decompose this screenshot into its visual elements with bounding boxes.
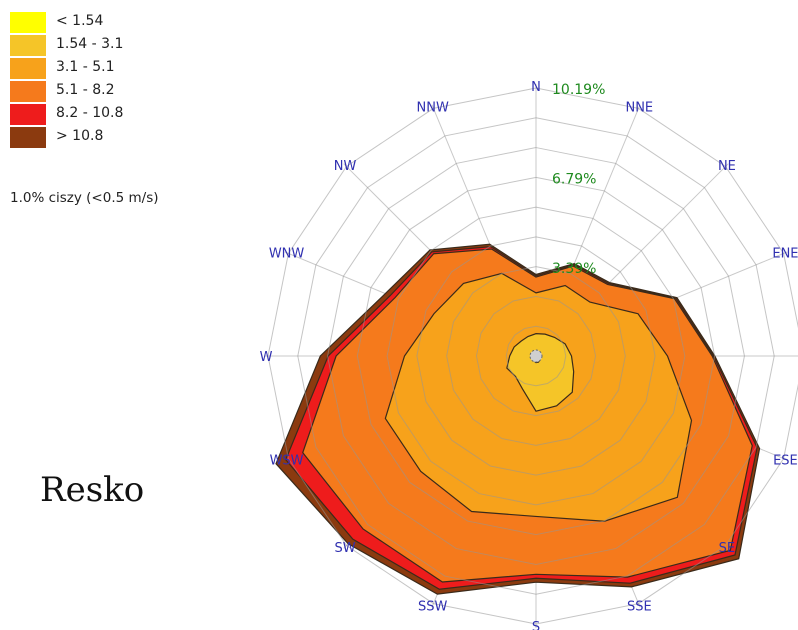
direction-label: WSW (270, 453, 304, 468)
calm-note: 1.0% ciszy (<0.5 m/s) (10, 190, 159, 206)
ring-line (446, 266, 626, 446)
direction-label: SW (335, 541, 356, 556)
legend-label: < 1.54 (56, 13, 104, 29)
calm-circle (529, 349, 543, 363)
ring-label: 10.19% (552, 82, 605, 98)
direction-label: S (532, 620, 540, 630)
legend-label: 1.54 - 3.1 (56, 36, 124, 52)
legend-swatch (10, 58, 46, 79)
direction-label: ENE (772, 247, 798, 262)
ring-line (356, 176, 716, 536)
direction-label: W (260, 350, 273, 365)
direction-label: WNW (269, 247, 305, 262)
legend-swatch (10, 104, 46, 125)
frequency-rings (267, 87, 798, 625)
ring-line (297, 117, 775, 595)
ring-label: 3.39% (552, 261, 596, 277)
legend-swatch (10, 35, 46, 56)
ring-line (267, 87, 798, 625)
direction-label: SSE (627, 599, 652, 614)
ring-labels: 3.39% 6.79% 10.19% (552, 82, 605, 277)
direction-labels: NNNENEENEEESESESSESSSWSWWSWWWNWNWNNW (260, 80, 798, 630)
direction-label: NE (718, 159, 736, 174)
direction-label: NNW (417, 101, 449, 116)
wind-speed-polygons (275, 243, 761, 595)
ring-label: 6.79% (552, 171, 596, 187)
direction-label: N (531, 80, 541, 95)
direction-label: NW (334, 159, 357, 174)
legend-swatch (10, 12, 46, 33)
station-label: Resko (40, 470, 145, 510)
direction-label: ESE (773, 453, 798, 468)
legend-label: 8.2 - 10.8 (56, 105, 124, 121)
legend-swatch (10, 81, 46, 102)
ring-line (416, 236, 656, 476)
ring-line (505, 325, 567, 387)
legend-swatch (10, 127, 46, 148)
direction-label: SE (719, 541, 735, 556)
calm-marker (529, 349, 543, 363)
legend-label: > 10.8 (56, 128, 104, 144)
legend-label: 3.1 - 5.1 (56, 59, 115, 75)
direction-label: NNE (625, 101, 653, 116)
direction-label: SSW (418, 599, 448, 614)
ring-line (386, 206, 686, 506)
legend-label: 5.1 - 8.2 (56, 82, 115, 98)
ring-line (475, 295, 597, 417)
ring-line (327, 147, 745, 565)
